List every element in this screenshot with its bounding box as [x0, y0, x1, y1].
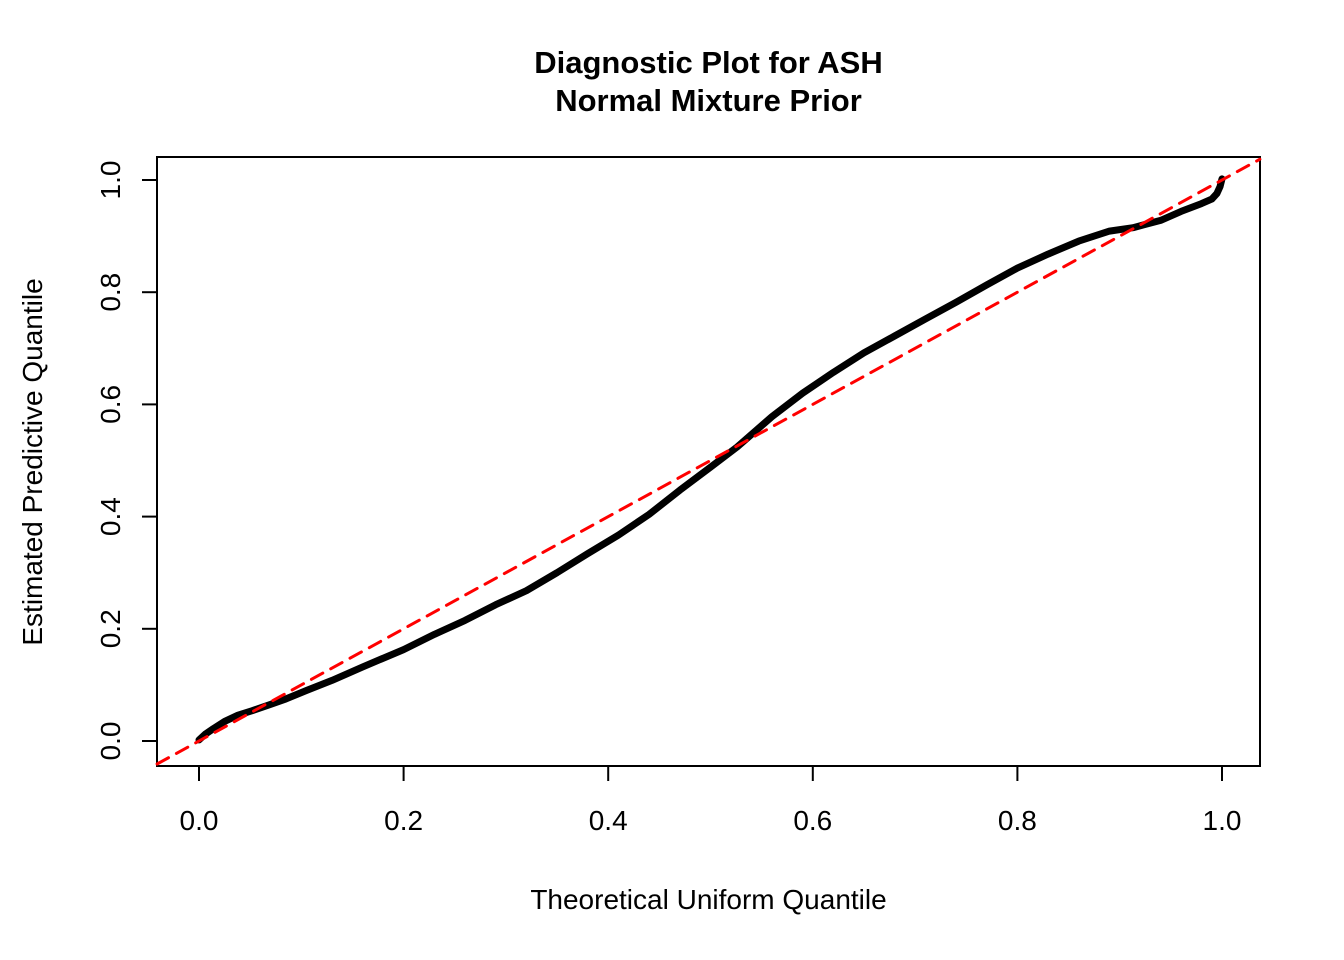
y-axis-label: Estimated Predictive Quantile	[17, 278, 48, 646]
x-axis-label: Theoretical Uniform Quantile	[530, 884, 887, 915]
reference-diagonal-y-equals-x	[155, 157, 1262, 766]
y-tick-label: 0.2	[95, 609, 126, 648]
x-tick-label: 0.2	[384, 805, 423, 836]
y-tick-label: 0.6	[95, 385, 126, 424]
x-tick-label: 1.0	[1203, 805, 1242, 836]
x-tick-label: 0.6	[793, 805, 832, 836]
x-tick-label: 0.4	[589, 805, 628, 836]
x-tick-label: 0.0	[180, 805, 219, 836]
y-tick-label: 1.0	[95, 161, 126, 200]
y-tick-label: 0.0	[95, 722, 126, 761]
plot-box	[156, 156, 1261, 767]
chart-title: Diagnostic Plot for ASH Normal Mixture P…	[157, 44, 1260, 120]
y-tick-label: 0.8	[95, 273, 126, 312]
y-tick-label: 0.4	[95, 497, 126, 536]
chart-title-line2: Normal Mixture Prior	[555, 83, 862, 118]
chart-title-line1: Diagnostic Plot for ASH	[534, 45, 883, 80]
x-tick-label: 0.8	[998, 805, 1037, 836]
